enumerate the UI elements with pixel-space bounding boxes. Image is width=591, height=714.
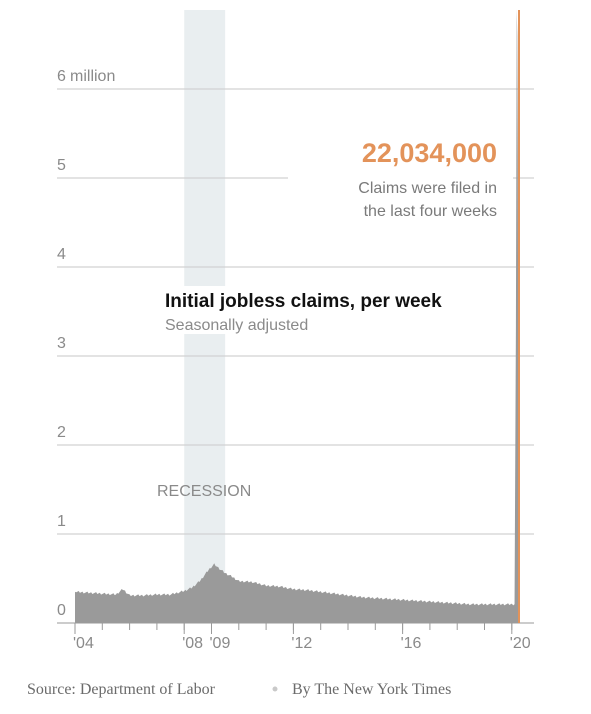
x-tick-label: '08 — [182, 635, 203, 652]
annotation-background — [288, 132, 513, 227]
source-text: Source: Department of Labor — [27, 681, 216, 698]
x-axis-tick-labels: '04 '08 '09 '12 '16 '20 — [73, 623, 531, 652]
y-axis-tick-labels: 0 1 2 3 4 5 6 — [57, 68, 66, 619]
x-tick-label: '12 — [291, 635, 312, 652]
x-tick-label: '09 — [210, 635, 231, 652]
chart-title: Initial jobless claims, per week — [165, 291, 442, 312]
recession-label: RECESSION — [157, 483, 251, 500]
y-axis-unit-label: million — [70, 68, 115, 85]
x-tick-label: '16 — [401, 635, 422, 652]
x-tick-label: '20 — [510, 635, 531, 652]
y-tick-label: 6 — [57, 68, 66, 85]
grid-lines — [57, 88, 534, 535]
y-tick-label: 3 — [57, 335, 66, 352]
annotation-text-line-2: the last four weeks — [364, 203, 497, 220]
x-tick-label: '04 — [73, 635, 94, 652]
separator-dot — [272, 686, 278, 692]
title-background — [160, 286, 480, 334]
chart-subtitle: Seasonally adjusted — [165, 317, 308, 334]
annotation-value: 22,034,000 — [362, 138, 497, 168]
credit-text: By The New York Times — [292, 681, 451, 698]
y-tick-label: 1 — [57, 513, 66, 530]
y-tick-label: 0 — [57, 602, 66, 619]
y-tick-label: 5 — [57, 157, 66, 174]
annotation-text-line-1: Claims were filed in — [358, 180, 497, 197]
y-tick-label: 4 — [57, 246, 66, 263]
y-tick-label: 2 — [57, 424, 66, 441]
